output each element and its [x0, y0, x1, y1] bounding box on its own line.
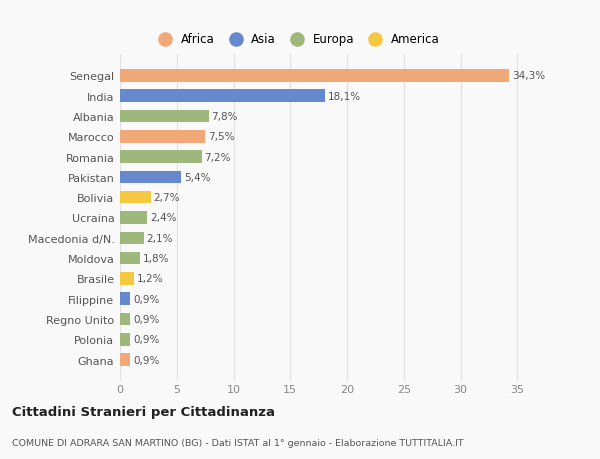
Bar [120, 333, 130, 346]
Bar [120, 171, 181, 184]
Bar [120, 131, 205, 143]
Bar [120, 70, 509, 83]
Text: 5,4%: 5,4% [184, 173, 211, 183]
Bar [120, 273, 134, 285]
Text: COMUNE DI ADRARA SAN MARTINO (BG) - Dati ISTAT al 1° gennaio - Elaborazione TUTT: COMUNE DI ADRARA SAN MARTINO (BG) - Dati… [12, 438, 464, 447]
Bar [120, 232, 144, 245]
Text: 34,3%: 34,3% [512, 71, 545, 81]
Text: 7,8%: 7,8% [211, 112, 238, 122]
Text: 1,8%: 1,8% [143, 253, 170, 263]
Text: 0,9%: 0,9% [133, 355, 160, 365]
Text: 18,1%: 18,1% [328, 91, 361, 101]
Text: 1,2%: 1,2% [136, 274, 163, 284]
Text: 0,9%: 0,9% [133, 314, 160, 325]
Bar [120, 191, 151, 204]
Text: 7,2%: 7,2% [205, 152, 231, 162]
Text: 2,7%: 2,7% [154, 193, 180, 203]
Text: 7,5%: 7,5% [208, 132, 235, 142]
Bar [120, 293, 130, 305]
Bar [120, 151, 202, 163]
Legend: Africa, Asia, Europa, America: Africa, Asia, Europa, America [149, 28, 444, 51]
Bar [120, 111, 209, 123]
Text: 2,4%: 2,4% [150, 213, 176, 223]
Bar [120, 313, 130, 325]
Text: 0,9%: 0,9% [133, 294, 160, 304]
Bar [120, 90, 325, 103]
Text: Cittadini Stranieri per Cittadinanza: Cittadini Stranieri per Cittadinanza [12, 405, 275, 419]
Text: 0,9%: 0,9% [133, 335, 160, 345]
Bar [120, 212, 147, 224]
Bar [120, 353, 130, 366]
Text: 2,1%: 2,1% [146, 233, 173, 243]
Bar [120, 252, 140, 265]
